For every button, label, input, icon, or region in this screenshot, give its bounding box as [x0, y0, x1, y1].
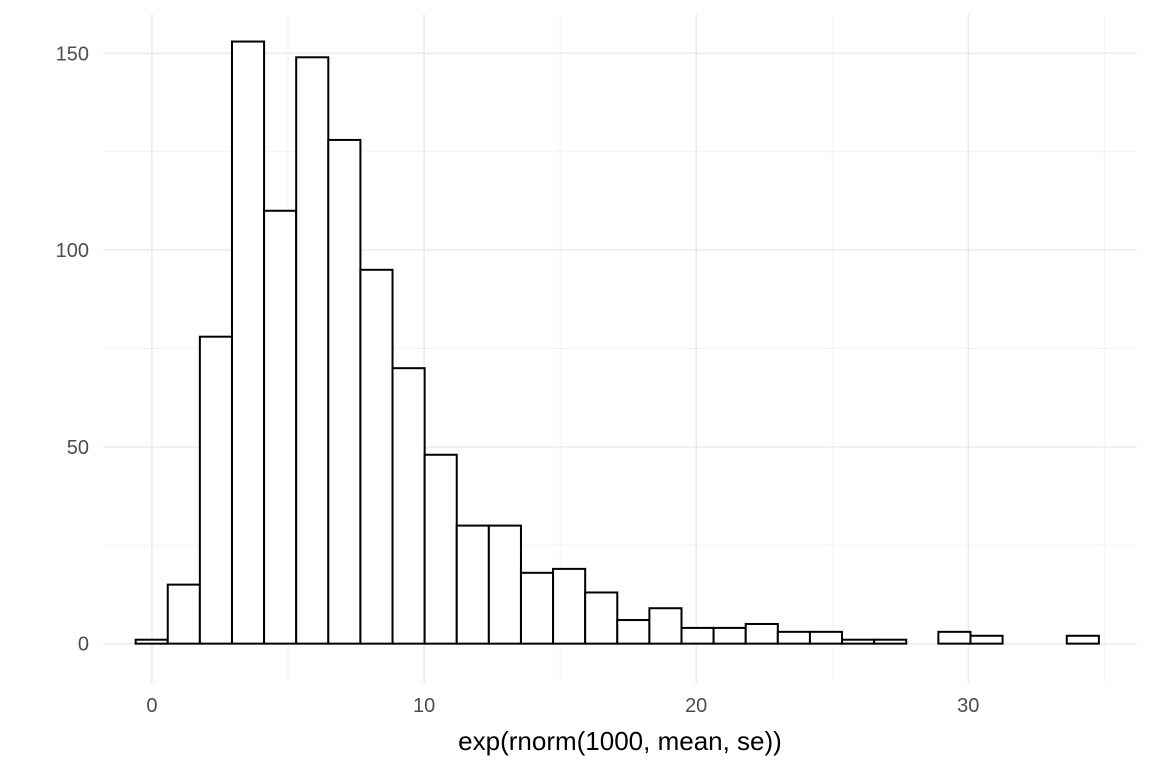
histogram-bar — [295, 56, 330, 645]
histogram-bar — [455, 524, 490, 645]
histogram-bar — [359, 268, 394, 645]
histogram-bar — [584, 591, 619, 645]
histogram-bar — [327, 138, 362, 645]
histogram-bar — [808, 630, 844, 645]
x-tick-label: 0 — [146, 695, 157, 717]
x-tick-label: 10 — [413, 695, 435, 717]
histogram-bar — [744, 622, 779, 645]
x-axis-tick-labels: 0 10 20 30 — [146, 695, 979, 717]
histogram-bar — [134, 638, 169, 645]
x-tick-label: 20 — [685, 695, 707, 717]
histogram-bar — [648, 607, 683, 645]
histogram-bar — [519, 571, 555, 645]
histogram-bar — [166, 583, 201, 645]
histogram-bar — [712, 626, 747, 645]
histogram-bar — [230, 40, 266, 645]
histogram-bar — [680, 626, 715, 645]
histogram-bar — [873, 638, 908, 645]
y-tick-label: 50 — [67, 437, 89, 459]
histogram-bar — [937, 630, 972, 645]
histogram-bar — [552, 567, 587, 645]
x-tick-label: 30 — [957, 695, 979, 717]
histogram-bar — [969, 634, 1004, 645]
histogram-bar — [198, 335, 233, 645]
x-axis-title: exp(rnorm(1000, mean, se)) — [458, 726, 782, 756]
y-tick-label: 100 — [56, 240, 89, 262]
y-tick-label: 0 — [78, 634, 89, 656]
histogram-bar — [391, 367, 426, 645]
y-axis-tick-labels: 0 50 100 150 — [56, 43, 89, 655]
histogram-bar — [776, 630, 811, 645]
histogram-bar — [423, 453, 458, 645]
histogram-bar — [1065, 634, 1100, 645]
histogram-bar — [487, 524, 522, 645]
histogram-bars — [134, 40, 1100, 645]
histogram-bar — [263, 209, 298, 645]
y-tick-label: 150 — [56, 43, 89, 65]
histogram-bar — [841, 638, 876, 645]
histogram-bar — [616, 619, 651, 645]
